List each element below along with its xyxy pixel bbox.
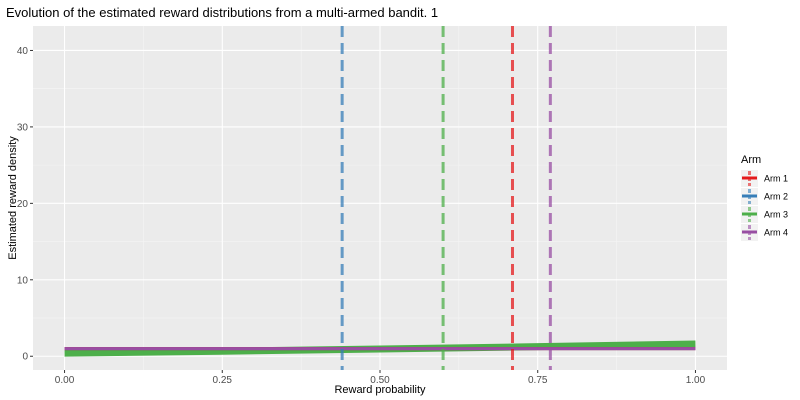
vline-layer: [340, 26, 552, 370]
legend-label: Arm 4: [764, 228, 788, 238]
legend-items: Arm 1 Arm 2 Arm 3 Arm 4: [741, 170, 788, 241]
legend-label: Arm 1: [764, 174, 788, 184]
y-tick-label: 30: [17, 122, 29, 133]
x-axis-title: Reward probability: [334, 384, 426, 396]
plot-area: [64, 26, 696, 370]
legend-item: Arm 4: [741, 224, 788, 241]
x-axis: 0.00 0.25 0.50 0.75 1.00: [55, 370, 706, 386]
legend: Arm Arm 1 Arm 2 Arm 3 Arm 4: [741, 154, 788, 241]
x-tick-label: 0.75: [528, 375, 548, 386]
legend-item: Arm 1: [741, 170, 788, 187]
legend-title: Arm: [741, 154, 761, 166]
y-axis: 0 10 20 30 40: [17, 46, 33, 363]
y-tick-label: 0: [22, 352, 28, 363]
series-layer: [64, 340, 696, 357]
x-tick-label: 0.50: [370, 375, 390, 386]
legend-item: Arm 2: [741, 188, 788, 205]
x-tick-label: 0.25: [213, 375, 233, 386]
chart-title: Evolution of the estimated reward distri…: [6, 5, 438, 20]
x-tick-label: 1.00: [686, 375, 706, 386]
grid-major: [33, 26, 727, 370]
legend-label: Arm 2: [764, 192, 788, 202]
y-tick-label: 20: [17, 199, 29, 210]
y-axis-title: Estimated reward density: [7, 136, 19, 260]
legend-item: Arm 3: [741, 206, 788, 223]
x-tick-label: 0.00: [55, 375, 75, 386]
y-tick-label: 10: [17, 275, 29, 286]
legend-label: Arm 3: [764, 210, 788, 220]
y-tick-label: 40: [17, 46, 29, 57]
